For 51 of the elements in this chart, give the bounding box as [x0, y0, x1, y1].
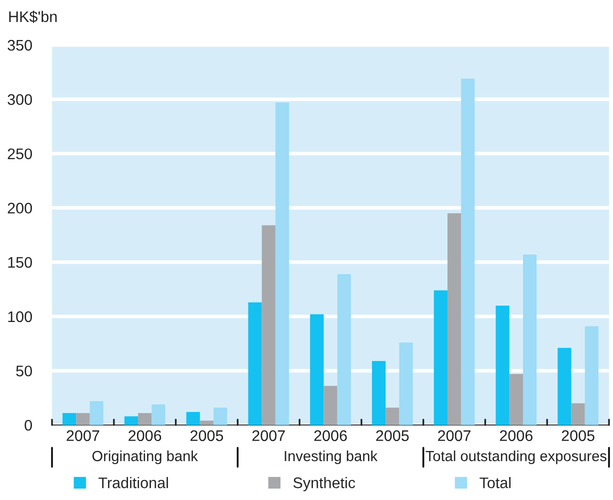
- text: Total outstanding exposures: [426, 450, 606, 464]
- legend-label: Total: [480, 477, 511, 488]
- bar: [571, 403, 585, 425]
- legend-label: Traditional: [98, 477, 168, 488]
- bar: [186, 412, 200, 425]
- x-tick-label: 2007: [438, 430, 471, 442]
- bar: [434, 290, 448, 425]
- bar: [124, 416, 138, 425]
- x-tick-label: 2007: [252, 430, 285, 442]
- bar: [275, 102, 290, 425]
- y-tick-label: 200: [8, 202, 32, 214]
- y-tick-label: 150: [8, 257, 32, 268]
- bar: [447, 213, 462, 425]
- text: Originating bank: [92, 450, 198, 464]
- bar: [496, 306, 510, 425]
- x-tick-label: 2005: [562, 430, 594, 442]
- bar: [200, 420, 214, 425]
- x-tick-label: 2006: [500, 430, 532, 442]
- bar: [522, 254, 537, 425]
- bar: [558, 348, 572, 425]
- bar: [386, 408, 400, 425]
- bar: [310, 314, 324, 425]
- y-tick-label: 300: [8, 94, 32, 105]
- bar: [152, 404, 166, 425]
- text: Investing bank: [284, 450, 378, 464]
- y-tick-label: 100: [8, 311, 32, 322]
- bar: [138, 413, 152, 425]
- legend-label: Synthetic: [293, 477, 356, 492]
- bar: [337, 274, 351, 425]
- y-tick-label: 0: [24, 420, 32, 431]
- x-tick-label: 2005: [376, 430, 409, 442]
- bar: [76, 413, 90, 425]
- y-tick-label: 350: [8, 40, 32, 51]
- bar: [90, 401, 104, 425]
- y-axis-title: HK$'bn: [9, 10, 57, 24]
- bar: [584, 326, 598, 425]
- bar: [509, 374, 523, 425]
- x-tick-label: 2006: [314, 430, 347, 442]
- bar: [214, 408, 228, 425]
- y-tick-label: 250: [8, 148, 32, 160]
- bar: [262, 225, 276, 425]
- bar: [372, 360, 386, 425]
- bar: [248, 302, 262, 425]
- bar: [62, 413, 76, 425]
- bar: [324, 386, 338, 425]
- x-tick-label: 2006: [128, 430, 162, 442]
- y-tick-label: 50: [16, 366, 32, 376]
- bar: [399, 342, 413, 425]
- x-tick-label: 2007: [66, 430, 100, 442]
- x-tick-label: 2005: [190, 430, 224, 442]
- bar: [461, 78, 475, 425]
